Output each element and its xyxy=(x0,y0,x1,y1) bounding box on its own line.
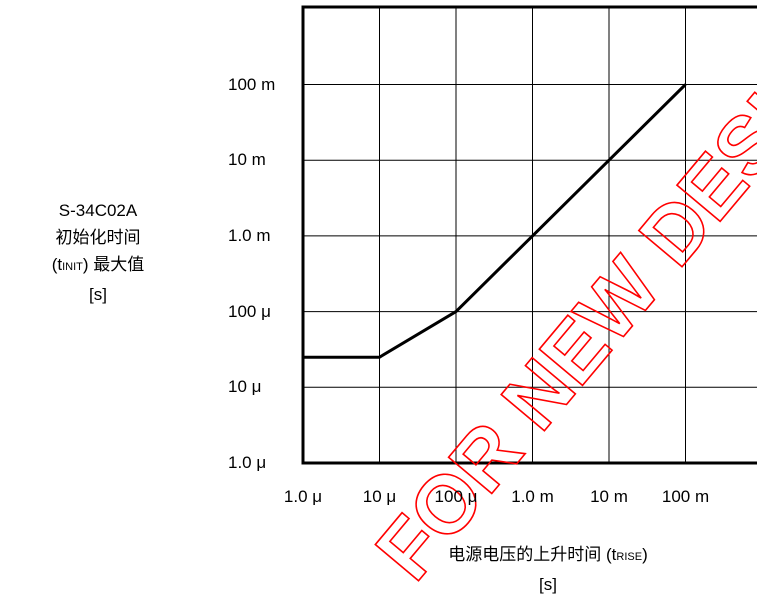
x-tick-label: 10 μ xyxy=(362,487,397,506)
y-axis-label-line1: S-34C02A xyxy=(58,201,138,220)
x-tick-label: 100 m xyxy=(661,487,710,506)
x-axis-label-unit: [s] xyxy=(539,575,557,594)
y-tick-label: 100 m xyxy=(228,74,276,94)
x-axis-label: 电源电压的上升时间 (tRISE) [s] xyxy=(330,541,757,599)
y-tick-label: 1.0 m xyxy=(228,225,271,245)
grid-lines xyxy=(303,7,757,463)
series-line xyxy=(303,83,687,359)
x-axis-label-sub: RISE xyxy=(616,551,643,563)
x-tick-label: 1.0 m xyxy=(511,487,554,506)
y-axis-label-line3: (tINIT) 最大值 xyxy=(0,251,196,281)
y-tick-label: 1.0 μ xyxy=(228,453,267,472)
y-tick-label: 10 μ xyxy=(228,377,262,397)
plot-frame xyxy=(301,5,757,465)
data-series xyxy=(303,83,687,359)
y-axis-label: S-34C02A 初始化时间 (tINIT) 最大值 [s] xyxy=(0,197,196,308)
x-axis-label-suffix: ) xyxy=(642,545,648,564)
y-axis-label-suffix: ) 最大值 xyxy=(82,255,145,274)
x-tick-label: 1.0 μ xyxy=(283,487,323,506)
x-tick-label: 10 m xyxy=(590,487,628,506)
y-tick-label: 100 μ xyxy=(228,301,271,321)
y-axis-label-t: (t xyxy=(51,255,63,274)
x-axis-label-line1: 电源电压的上升时间 (tRISE) xyxy=(330,541,757,571)
plot-border xyxy=(301,5,757,465)
y-axis-label-sub: INIT xyxy=(62,261,83,273)
y-axis-label-line2: 初始化时间 xyxy=(55,228,141,247)
y-tick-label: 10 m xyxy=(228,150,266,170)
y-axis-label-unit: [s] xyxy=(89,285,107,304)
x-axis-label-main: 电源电压的上升时间 (t xyxy=(448,545,617,564)
x-tick-label: 100 μ xyxy=(434,487,478,506)
